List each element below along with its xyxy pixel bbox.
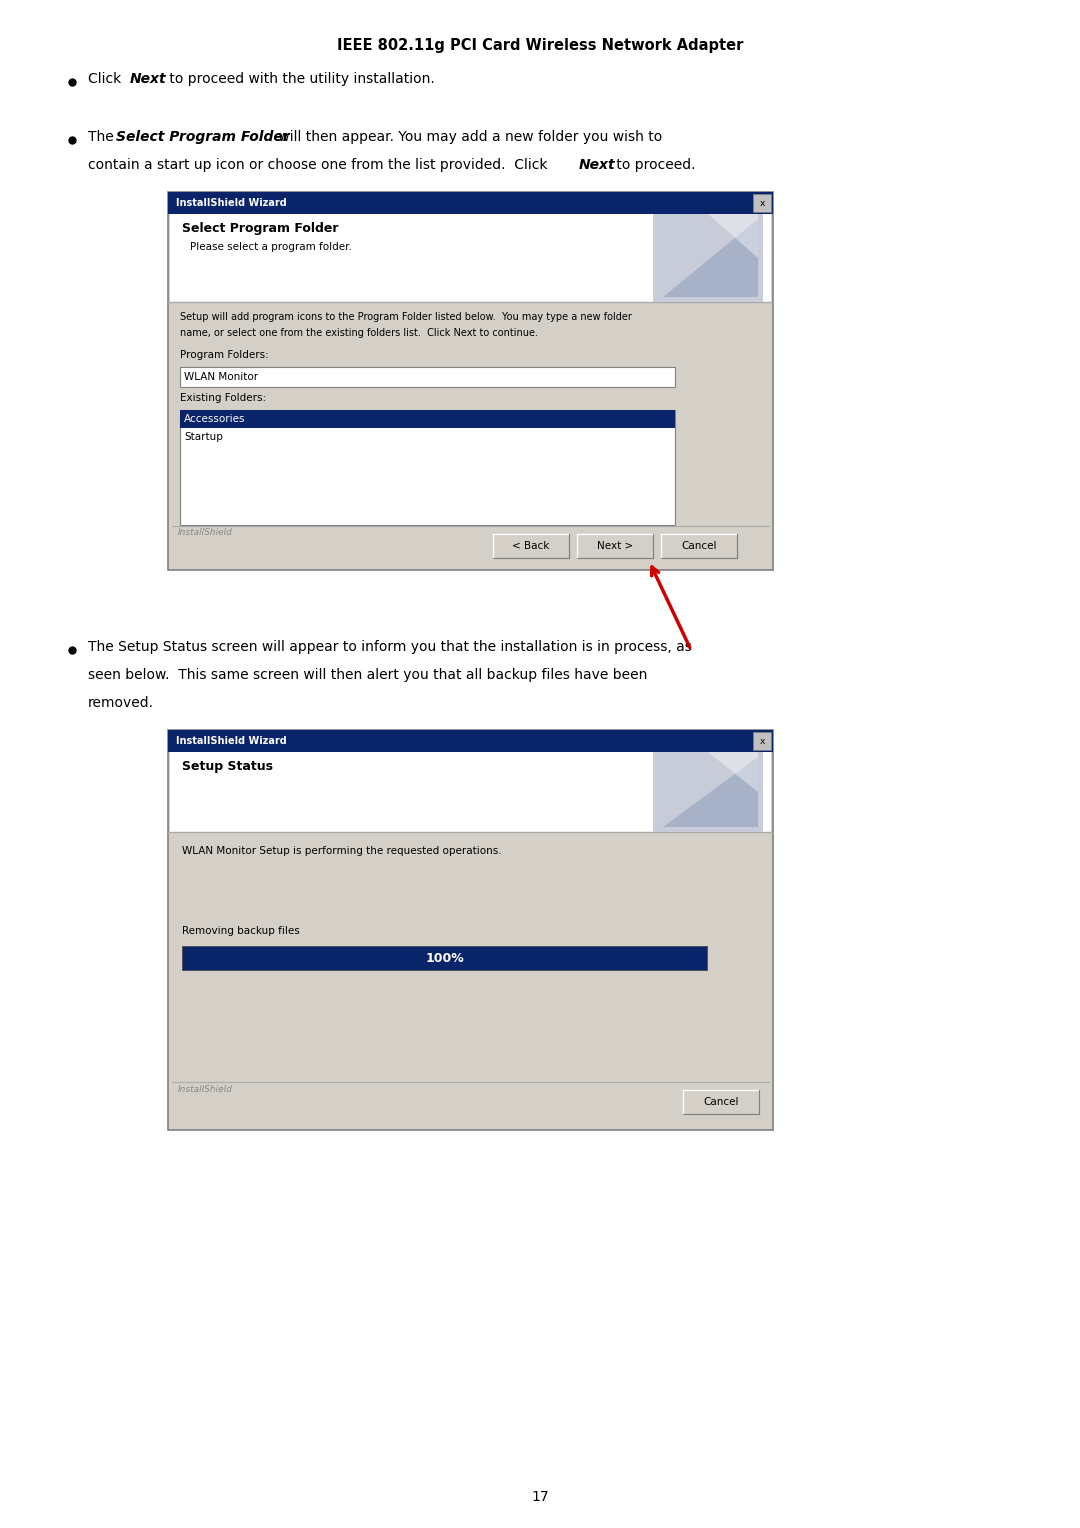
Polygon shape (663, 219, 758, 296)
Bar (168, 730, 773, 752)
Text: removed.: removed. (87, 695, 154, 711)
Polygon shape (663, 756, 758, 827)
Text: Cancel: Cancel (681, 541, 717, 552)
Text: < Back: < Back (512, 541, 550, 552)
Text: Select Program Folder: Select Program Folder (183, 222, 338, 235)
Text: Please select a program folder.: Please select a program folder. (190, 241, 352, 252)
Bar (170, 752, 771, 833)
Text: x: x (759, 736, 765, 746)
Text: contain a start up icon or choose one from the list provided.  Click: contain a start up icon or choose one fr… (87, 157, 552, 173)
Text: The Setup Status screen will appear to inform you that the installation is in pr: The Setup Status screen will appear to i… (87, 640, 692, 654)
Text: x: x (759, 199, 765, 208)
Text: Program Folders:: Program Folders: (180, 350, 269, 361)
Text: seen below.  This same screen will then alert you that all backup files have bee: seen below. This same screen will then a… (87, 668, 647, 681)
Text: 17: 17 (531, 1490, 549, 1504)
Text: Removing backup files: Removing backup files (183, 926, 300, 937)
Text: Existing Folders:: Existing Folders: (180, 393, 266, 403)
Text: Click: Click (87, 72, 125, 86)
Text: WLAN Monitor: WLAN Monitor (184, 371, 258, 382)
Text: will then appear. You may add a new folder you wish to: will then appear. You may add a new fold… (274, 130, 662, 144)
Bar (653, 214, 762, 303)
Bar (168, 193, 773, 570)
Polygon shape (708, 752, 758, 792)
Bar (661, 533, 737, 558)
Text: InstallShield Wizard: InstallShield Wizard (176, 736, 287, 746)
Text: Select Program Folder: Select Program Folder (116, 130, 289, 144)
Bar (577, 533, 653, 558)
Text: Accessories: Accessories (184, 414, 245, 423)
Text: to proceed with the utility installation.: to proceed with the utility installation… (165, 72, 435, 86)
Text: Startup: Startup (184, 432, 222, 442)
Bar (753, 194, 771, 212)
Text: Next >: Next > (597, 541, 633, 552)
Text: The: The (87, 130, 118, 144)
Text: IEEE 802.11g PCI Card Wireless Network Adapter: IEEE 802.11g PCI Card Wireless Network A… (337, 38, 743, 53)
Bar (180, 367, 675, 387)
Text: InstallShield: InstallShield (178, 529, 233, 536)
Text: InstallShield: InstallShield (178, 1085, 233, 1094)
Text: Setup will add program icons to the Program Folder listed below.  You may type a: Setup will add program icons to the Prog… (180, 312, 632, 322)
Bar (170, 214, 771, 303)
Text: Next: Next (579, 157, 616, 173)
Text: Next: Next (130, 72, 166, 86)
Text: name, or select one from the existing folders list.  Click Next to continue.: name, or select one from the existing fo… (180, 329, 538, 338)
Text: InstallShield Wizard: InstallShield Wizard (176, 199, 287, 208)
Polygon shape (708, 214, 758, 258)
Text: Cancel: Cancel (703, 1097, 739, 1106)
Bar (653, 752, 762, 833)
Text: Setup Status: Setup Status (183, 759, 273, 773)
Bar (753, 732, 771, 750)
Text: WLAN Monitor Setup is performing the requested operations.: WLAN Monitor Setup is performing the req… (183, 847, 501, 856)
Bar (168, 193, 773, 214)
Bar (168, 730, 773, 1131)
Bar (492, 533, 569, 558)
Text: 100%: 100% (426, 952, 464, 964)
Bar (180, 410, 675, 526)
Text: to proceed.: to proceed. (612, 157, 696, 173)
Bar (180, 410, 675, 428)
Bar (183, 946, 707, 970)
Bar (683, 1089, 759, 1114)
